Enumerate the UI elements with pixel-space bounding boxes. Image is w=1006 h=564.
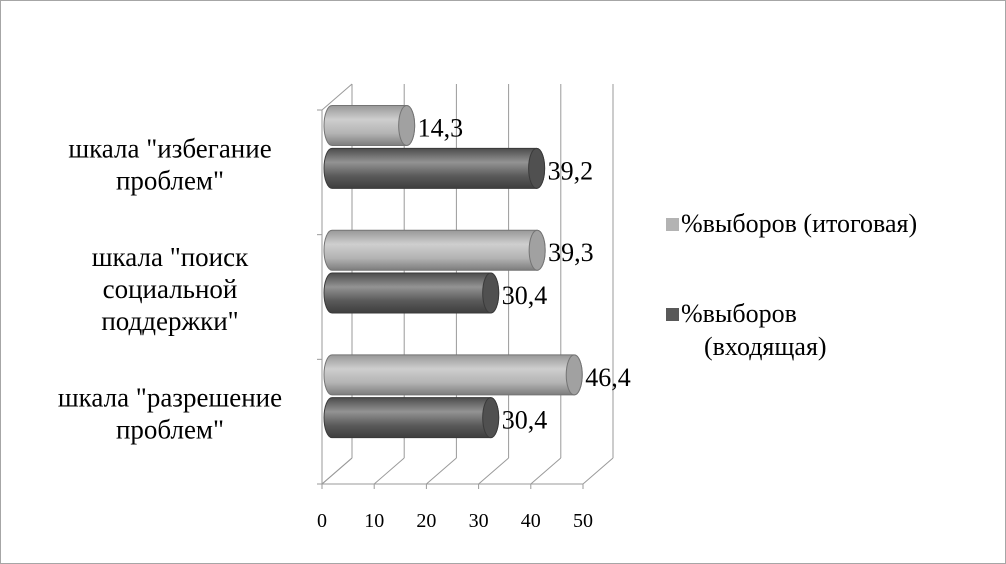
- data-label: 39,2: [548, 156, 594, 185]
- data-label: 30,4: [502, 406, 548, 435]
- x-tick-label: 10: [364, 510, 384, 532]
- floor-gridline: [321, 457, 353, 485]
- plot-area: [317, 83, 614, 489]
- floor-gridline: [373, 457, 405, 485]
- x-tick-labels: 0 10 20 30 40 50: [317, 510, 593, 532]
- bar-vhodyaschaya: [323, 272, 500, 314]
- floor-gridline: [478, 457, 509, 485]
- category-label: шкала "избегание проблем": [68, 133, 271, 195]
- bars-group: 14,339,239,330,446,430,4: [323, 105, 631, 439]
- x-tick-label: 50: [573, 510, 593, 532]
- bar-itogovaya: [323, 229, 546, 271]
- legend: %выборов (итоговая) %выборов (входящая): [666, 209, 917, 361]
- bar-cap: [565, 354, 583, 396]
- x-tick-label: 0: [317, 510, 327, 532]
- category-label: шкала "разрешение проблем": [58, 383, 282, 445]
- x-tick-label: 20: [416, 510, 436, 532]
- side-wall-top: [321, 83, 353, 111]
- x-tick-label: 40: [521, 510, 541, 532]
- bar-cap: [398, 105, 416, 147]
- bar-vhodyaschaya: [323, 397, 500, 439]
- bar-cap: [482, 272, 500, 314]
- data-label: 30,4: [502, 281, 548, 310]
- bar-cap: [528, 147, 546, 189]
- legend-swatch: [666, 218, 679, 231]
- bar-cap: [528, 229, 546, 271]
- legend-swatch: [666, 308, 679, 321]
- floor-gridline: [426, 457, 457, 485]
- bar-cap: [482, 397, 500, 439]
- category-label: шкала "поиск социальной поддержки": [92, 242, 249, 336]
- legend-label: %выборов (входящая): [681, 299, 827, 361]
- legend-label: %выборов (итоговая): [681, 209, 917, 238]
- data-label: 46,4: [585, 363, 631, 392]
- data-label: 14,3: [418, 114, 464, 143]
- bar-vhodyaschaya: [323, 147, 546, 189]
- bar-itogovaya: [323, 354, 583, 396]
- x-tick-label: 30: [469, 510, 489, 532]
- floor-gridline: [530, 457, 562, 485]
- floor-gridline: [582, 457, 614, 485]
- data-label: 39,3: [548, 238, 594, 267]
- category-labels: шкала "избегание проблем" шкала "поиск соци…: [58, 133, 282, 444]
